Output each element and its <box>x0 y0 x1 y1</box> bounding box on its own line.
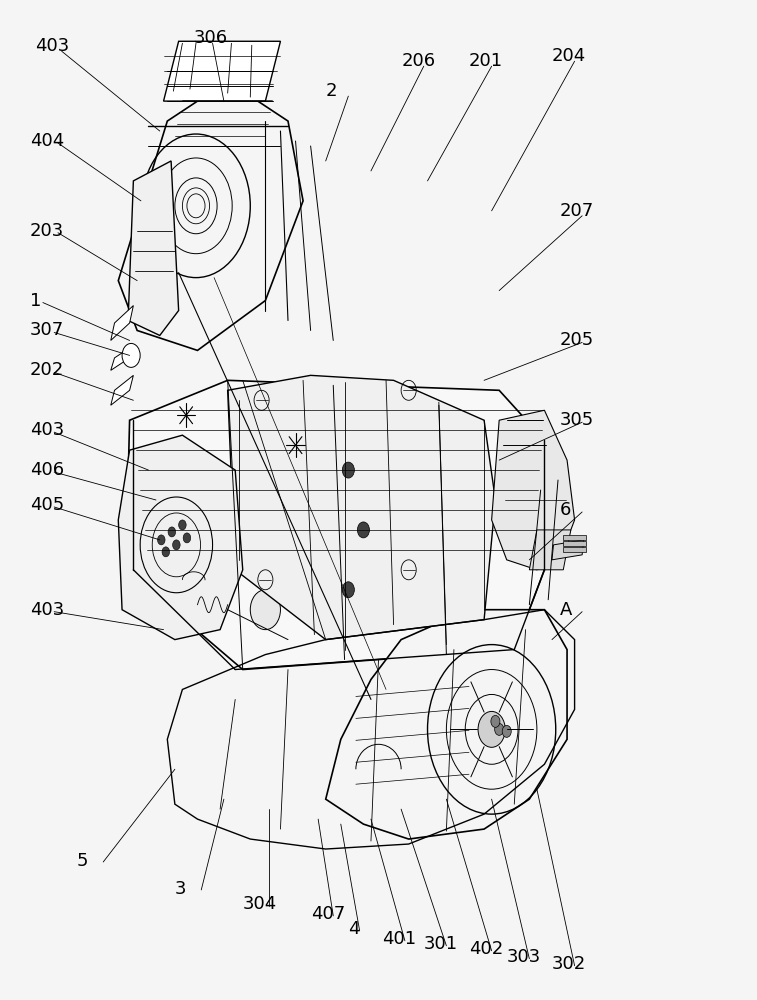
Text: 302: 302 <box>552 955 586 973</box>
Circle shape <box>251 590 280 630</box>
Circle shape <box>179 520 186 530</box>
Text: 6: 6 <box>559 501 571 519</box>
Circle shape <box>251 450 280 490</box>
Text: 403: 403 <box>30 601 64 619</box>
Text: 206: 206 <box>401 52 435 70</box>
Text: 203: 203 <box>30 222 64 240</box>
Bar <box>563 535 586 540</box>
Polygon shape <box>128 161 179 335</box>
Circle shape <box>168 527 176 537</box>
Polygon shape <box>552 540 584 560</box>
Text: 403: 403 <box>30 421 64 439</box>
Circle shape <box>122 343 140 367</box>
Text: 406: 406 <box>30 461 64 479</box>
Circle shape <box>342 462 354 478</box>
Circle shape <box>162 547 170 557</box>
Text: 407: 407 <box>310 905 345 923</box>
Text: 306: 306 <box>194 29 228 47</box>
Text: 304: 304 <box>243 895 277 913</box>
Text: 3: 3 <box>175 880 186 898</box>
Text: 205: 205 <box>559 331 593 349</box>
Bar <box>563 547 586 552</box>
Circle shape <box>173 540 180 550</box>
Text: 305: 305 <box>559 411 593 429</box>
Circle shape <box>478 711 505 747</box>
Circle shape <box>491 715 500 727</box>
Polygon shape <box>228 375 495 640</box>
Polygon shape <box>111 306 133 340</box>
Text: 207: 207 <box>559 202 593 220</box>
Text: 402: 402 <box>469 940 503 958</box>
Circle shape <box>494 723 503 735</box>
Bar <box>563 541 586 546</box>
Text: 403: 403 <box>36 37 70 55</box>
Circle shape <box>342 582 354 598</box>
Text: A: A <box>559 601 572 619</box>
Text: 307: 307 <box>30 321 64 339</box>
Polygon shape <box>326 610 567 839</box>
Text: 5: 5 <box>76 852 89 870</box>
Text: 204: 204 <box>552 47 586 65</box>
Text: 303: 303 <box>506 948 541 966</box>
Circle shape <box>251 530 280 570</box>
Circle shape <box>502 725 511 737</box>
Text: 201: 201 <box>469 52 503 70</box>
Text: 202: 202 <box>30 361 64 379</box>
Text: 2: 2 <box>326 82 337 100</box>
Polygon shape <box>491 410 575 570</box>
Text: 1: 1 <box>30 292 42 310</box>
Text: 404: 404 <box>30 132 64 150</box>
Polygon shape <box>164 41 280 101</box>
Text: 301: 301 <box>424 935 458 953</box>
Polygon shape <box>111 345 133 370</box>
Circle shape <box>183 533 191 543</box>
Polygon shape <box>126 380 544 670</box>
Text: 401: 401 <box>382 930 416 948</box>
Text: 405: 405 <box>30 496 64 514</box>
Polygon shape <box>111 375 133 405</box>
Circle shape <box>357 522 369 538</box>
Polygon shape <box>118 435 243 640</box>
Circle shape <box>157 535 165 545</box>
Text: 4: 4 <box>348 920 360 938</box>
Polygon shape <box>529 530 571 570</box>
